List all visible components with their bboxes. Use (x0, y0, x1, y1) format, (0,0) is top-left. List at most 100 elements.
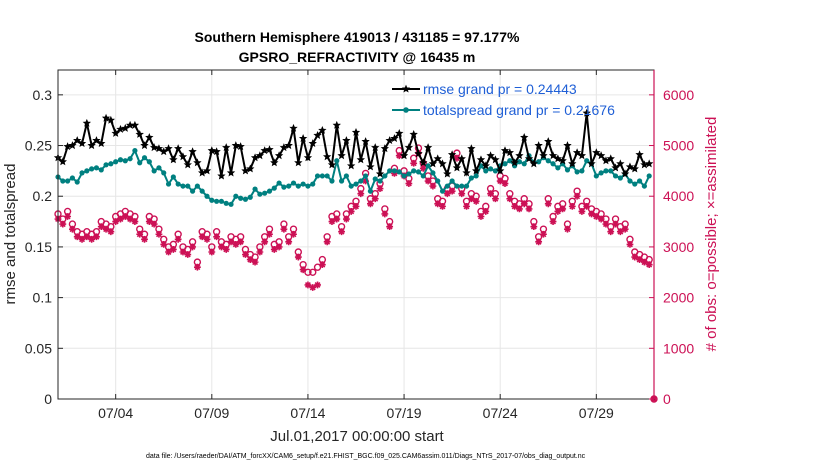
rmse-point (467, 144, 476, 153)
rmse-point (289, 123, 298, 132)
legend-rmse-label: rmse grand pr = 0.24443 (423, 81, 577, 97)
spread-point (199, 188, 205, 194)
rmse-point (198, 168, 207, 177)
rmse-point (544, 137, 553, 146)
obs-assimilated-marker (285, 238, 293, 246)
rmse-point (419, 158, 428, 167)
obs-assimilated-marker (160, 240, 168, 248)
spread-point (545, 158, 551, 164)
obs-assimilated-marker (588, 210, 595, 218)
rmse-point (496, 166, 505, 175)
spread-point (218, 198, 225, 204)
obs-assimilated-marker (443, 190, 451, 198)
obs-assimilated-marker (318, 261, 326, 269)
obs-assimilated-marker (165, 248, 172, 256)
spread-point (502, 161, 508, 167)
rmse-point (246, 164, 255, 173)
obs-assimilated-marker (88, 235, 96, 243)
y2-tick-label: 6000 (663, 87, 694, 103)
x-tick-label: 07/29 (579, 405, 614, 421)
obs-assimilated-marker (357, 190, 365, 198)
obs-possible-marker (309, 268, 317, 276)
spread-point (194, 183, 200, 189)
obs-assimilated-marker (410, 159, 418, 167)
rmse-point (520, 133, 529, 141)
spread-point (641, 183, 647, 189)
rmse-point (438, 159, 447, 168)
spread-point (161, 170, 167, 176)
spread-point (204, 193, 210, 199)
y-axis-label: rmse and totalspread (2, 164, 19, 305)
rmse-point (534, 141, 543, 150)
rmse-point (539, 151, 548, 160)
obs-assimilated-marker (419, 164, 427, 172)
spread-point (608, 168, 614, 174)
rmse-point (318, 125, 327, 134)
obs-assimilated-marker (496, 177, 504, 185)
spread-point (305, 183, 311, 189)
spread-point (396, 169, 402, 175)
rmse-point (130, 120, 140, 129)
rmse-point (414, 149, 423, 158)
obs-assimilated-marker (280, 225, 288, 233)
x-tick-label: 07/09 (194, 405, 229, 421)
obs-assimilated-marker (73, 233, 81, 241)
spread-point (343, 173, 349, 179)
spread-point (459, 183, 465, 189)
obs-assimilated-marker (338, 228, 345, 236)
spread-point (487, 166, 494, 172)
obs-assimilated-marker (439, 202, 446, 210)
obs-assimilated-marker (525, 205, 533, 213)
obs-assimilated-marker (597, 215, 605, 223)
obs-assimilated-marker (429, 182, 437, 190)
rmse-point (68, 141, 77, 150)
obs-assimilated-marker (487, 190, 494, 198)
obs-assimilated-marker (218, 243, 225, 251)
obs-assimilated-marker (69, 225, 76, 233)
rmse-point (592, 148, 601, 157)
obs-assimilated-marker (395, 152, 403, 160)
y2-tick-label: 2000 (663, 290, 694, 306)
spread-point (60, 178, 66, 184)
rmse-point (92, 136, 101, 145)
obs-assimilated-marker (59, 220, 67, 228)
rmse-point (361, 137, 370, 146)
obs-assimilated-marker (246, 256, 254, 263)
legend-spread-label: totalspread grand pr = 0.21676 (423, 102, 615, 118)
rmse-point (395, 128, 404, 137)
obs-assimilated-marker (136, 230, 144, 238)
rmse-point (174, 144, 183, 153)
rmse-point (250, 153, 260, 162)
rmse-point (236, 142, 245, 151)
spread-point (214, 198, 220, 204)
spread-point (281, 184, 287, 190)
spread-point (382, 173, 388, 179)
obs-assimilated-marker (636, 256, 643, 263)
spread-point (367, 188, 374, 194)
obs-assimilated-marker (208, 248, 216, 256)
obs-assimilated-marker (107, 228, 115, 236)
obs-assimilated-marker (645, 261, 653, 269)
obs-assimilated-marker (222, 246, 230, 253)
rmse-point (515, 151, 524, 160)
rmse-point (428, 159, 438, 168)
rmse-point (202, 166, 212, 175)
rmse-point (616, 159, 625, 168)
rmse-point (279, 143, 289, 152)
spread-point (290, 180, 297, 186)
obs-assimilated-marker (309, 284, 317, 291)
rmse-point (596, 151, 606, 160)
obs-assimilated-marker (179, 248, 187, 256)
spread-point (507, 158, 513, 164)
rmse-point (390, 134, 399, 142)
rmse-point (207, 146, 216, 155)
spread-point (170, 174, 176, 180)
rmse-point (558, 156, 567, 165)
spread-point (271, 185, 277, 191)
axes: 07/04 07/09 07/14 07/19 07/24 07/29 0 0.05 0.1 0.… (25, 70, 694, 421)
rmse-point (58, 157, 67, 166)
obs-assimilated-marker (381, 210, 389, 218)
rmse-point (183, 160, 192, 169)
rmse-point (212, 147, 221, 156)
